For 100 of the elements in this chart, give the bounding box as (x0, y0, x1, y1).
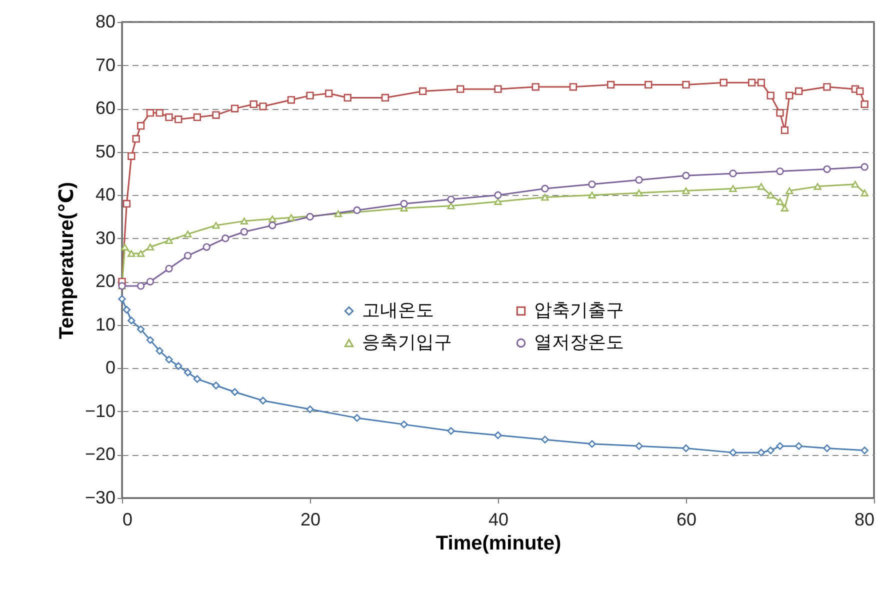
point (766, 92, 774, 100)
point (541, 436, 549, 444)
point (136, 250, 145, 257)
point (165, 237, 173, 244)
point (766, 446, 774, 454)
point (174, 116, 182, 124)
point (814, 183, 822, 190)
point (794, 87, 803, 96)
point (165, 356, 173, 364)
point (193, 375, 202, 383)
point (635, 176, 643, 184)
point (823, 83, 831, 91)
point (776, 109, 784, 117)
point (184, 230, 192, 238)
point (400, 200, 408, 208)
point (757, 183, 766, 190)
y-tick-label: 70 (95, 54, 116, 75)
point (165, 264, 173, 272)
point (780, 204, 789, 212)
point (202, 243, 210, 251)
point (230, 104, 239, 112)
point (635, 442, 643, 450)
point (729, 448, 737, 456)
point (494, 191, 502, 199)
point (860, 100, 868, 108)
point (776, 442, 784, 450)
legend-label: 열저장온도 (534, 332, 624, 352)
point (447, 427, 455, 435)
point (122, 200, 131, 208)
point (823, 444, 831, 452)
point (212, 222, 220, 229)
legend-label: 고내온도 (362, 300, 434, 320)
y-tick-label: −30 (84, 488, 116, 508)
point (682, 172, 690, 180)
point (268, 216, 276, 222)
point (682, 444, 690, 452)
point (222, 234, 230, 242)
point (122, 306, 131, 314)
point (381, 94, 390, 102)
point (682, 187, 690, 194)
y-tick-label: −10 (84, 400, 116, 421)
point (136, 122, 145, 130)
point (794, 442, 803, 450)
point (212, 382, 220, 390)
point (128, 316, 136, 324)
point (184, 252, 192, 260)
point (174, 362, 182, 370)
point (306, 212, 314, 221)
point (306, 405, 314, 414)
point (447, 202, 455, 210)
point (268, 222, 276, 230)
point (786, 92, 794, 100)
point (418, 87, 427, 96)
point (184, 368, 192, 376)
x-tick-label: 40 (488, 510, 509, 530)
point (757, 448, 766, 456)
point (165, 113, 173, 122)
point (748, 78, 756, 86)
point (287, 96, 296, 104)
x-tick-label: 0 (122, 510, 133, 530)
point (324, 90, 333, 98)
point (720, 78, 728, 86)
point (494, 85, 502, 93)
point (682, 80, 690, 89)
point (353, 206, 361, 214)
point (729, 170, 737, 178)
point (146, 109, 154, 117)
point (757, 78, 766, 86)
y-tick-label: 50 (95, 141, 116, 162)
point (494, 431, 502, 440)
point (128, 250, 136, 257)
point (344, 94, 352, 102)
point (588, 440, 596, 448)
point (856, 87, 864, 96)
point (132, 135, 140, 143)
point (353, 414, 361, 422)
point (456, 85, 464, 93)
y-tick-label: 10 (95, 314, 116, 334)
point (588, 192, 596, 198)
point (128, 152, 136, 160)
point (146, 278, 154, 286)
point (776, 198, 784, 205)
point (860, 446, 868, 454)
y-tick-label: −20 (84, 444, 116, 464)
point (156, 109, 164, 117)
x-axis-title: Time(minute) (436, 532, 562, 554)
point (729, 185, 737, 192)
point (644, 80, 652, 89)
point (447, 196, 455, 204)
x-tick-label: 20 (300, 510, 321, 530)
point (334, 210, 342, 218)
point (259, 102, 267, 110)
point (240, 228, 248, 236)
point (606, 80, 615, 89)
y-tick-label: 40 (95, 184, 116, 205)
point (118, 295, 126, 303)
point (541, 184, 549, 192)
legend-label: 압축기출구 (534, 300, 624, 320)
y-tick-label: 80 (95, 12, 116, 32)
point (860, 163, 868, 171)
